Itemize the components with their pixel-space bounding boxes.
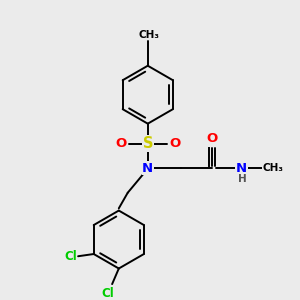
Text: H: H [238,174,247,184]
Text: O: O [169,137,180,150]
Text: S: S [142,136,153,151]
Text: CH₃: CH₃ [138,29,159,40]
Text: O: O [207,132,218,145]
Text: Cl: Cl [101,286,114,299]
Text: CH₃: CH₃ [262,163,283,173]
Text: N: N [236,162,247,175]
Text: O: O [116,137,127,150]
Text: N: N [142,162,153,175]
Text: Cl: Cl [64,250,77,263]
